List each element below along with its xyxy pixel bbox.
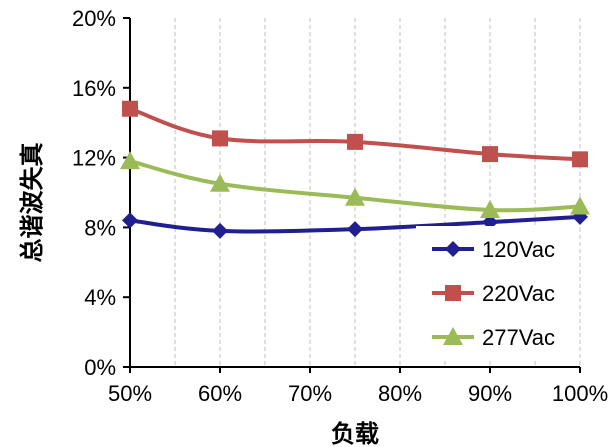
legend: 120Vac 220Vac 277Vac — [416, 226, 576, 358]
legend-marker-120vac — [445, 241, 461, 257]
y-tick-label: 20% — [72, 6, 116, 31]
x-tick-label: 100% — [552, 381, 608, 406]
axes — [129, 18, 580, 368]
data-point-120vac — [212, 222, 228, 239]
series-lines — [128, 106, 582, 234]
legend-marker-220vac — [445, 285, 461, 301]
data-point-277vac — [120, 151, 140, 170]
x-tick-label: 90% — [468, 381, 512, 406]
x-axis-title: 负载 — [331, 420, 379, 447]
y-tick-label: 16% — [72, 76, 116, 101]
data-point-277vac — [345, 187, 365, 206]
y-tick-label: 8% — [84, 215, 116, 240]
data-point-277vac — [570, 196, 590, 215]
x-tick-label: 80% — [378, 381, 422, 406]
x-tick-labels: 50% 60% 70% 80% 90% 100% — [108, 367, 608, 406]
legend-label-220vac: 220Vac — [482, 281, 555, 306]
legend-label-120vac: 120Vac — [482, 237, 555, 262]
x-tick-label: 60% — [198, 381, 242, 406]
y-tick-label: 0% — [84, 355, 116, 380]
data-point-220vac — [347, 133, 363, 150]
data-point-220vac — [482, 146, 498, 163]
x-tick-label: 50% — [108, 381, 152, 406]
data-point-220vac — [212, 130, 228, 147]
legend-marker-277vac — [443, 327, 463, 345]
y-tick-label: 12% — [72, 146, 116, 171]
data-point-120vac — [347, 221, 363, 238]
legend-label-277vac: 277Vac — [482, 325, 555, 350]
data-point-277vac — [210, 173, 230, 192]
data-point-120vac — [122, 212, 138, 229]
data-point-220vac — [572, 151, 588, 168]
y-tick-labels: 0% 4% 8% 12% 16% 20% — [72, 6, 130, 380]
x-tick-label: 70% — [288, 381, 332, 406]
series-markers — [120, 100, 590, 239]
y-tick-label: 4% — [84, 285, 116, 310]
data-point-220vac — [122, 100, 138, 117]
y-axis-title: 总谐波失真 — [18, 143, 46, 263]
data-point-277vac — [480, 199, 500, 218]
